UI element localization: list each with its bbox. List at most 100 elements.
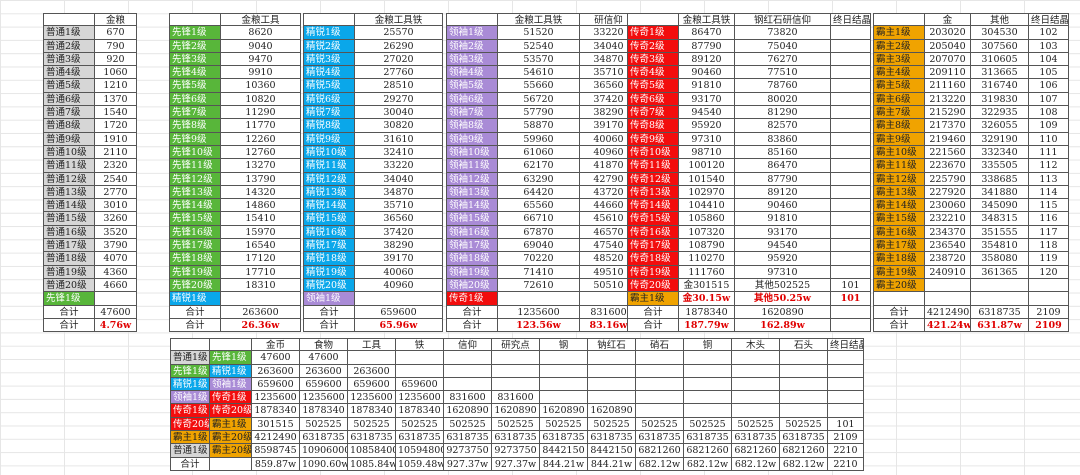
summary-header-cell[interactable]: 石头 <box>780 338 828 352</box>
value-cell[interactable]: 58870 <box>498 119 580 133</box>
header-cell[interactable] <box>446 13 498 27</box>
summary-value-cell[interactable]: 9273750 <box>492 444 540 458</box>
summary-value-cell[interactable] <box>780 391 828 405</box>
level-label-cell[interactable]: 领袖18级 <box>446 252 498 266</box>
summary-value-cell[interactable] <box>684 351 732 365</box>
total-cell[interactable]: 6318735 <box>971 305 1029 319</box>
summary-value-cell[interactable]: 10906000 <box>300 444 348 458</box>
level-label-cell[interactable]: 精锐8级 <box>303 119 355 133</box>
value-cell[interactable]: 332340 <box>971 145 1029 160</box>
level-label-cell[interactable]: 领袖17级 <box>446 239 498 253</box>
summary-total-cell[interactable]: 1090.60w <box>300 457 348 471</box>
value-cell[interactable]: 104 <box>1029 52 1069 67</box>
summary-value-cell[interactable] <box>780 404 828 418</box>
summary-value-cell[interactable] <box>444 377 492 392</box>
level-label-cell[interactable]: 领袖2级 <box>446 39 498 53</box>
header-cell[interactable] <box>873 13 925 27</box>
total-w-cell[interactable] <box>831 318 871 333</box>
summary-level-cell[interactable]: 霸主1级 <box>170 431 210 445</box>
value-cell[interactable]: 33220 <box>355 159 443 173</box>
value-cell[interactable]: 8620 <box>221 26 301 40</box>
value-cell[interactable]: 94540 <box>735 239 831 253</box>
value-cell[interactable]: 2320 <box>95 159 137 173</box>
level-label-cell[interactable]: 霸主10级 <box>873 145 925 160</box>
level-label-cell[interactable]: 先锋20级 <box>169 278 221 293</box>
header-cell[interactable] <box>627 13 679 27</box>
value-cell[interactable]: 78760 <box>735 79 831 93</box>
level-label-cell[interactable]: 领袖13级 <box>446 185 498 200</box>
summary-header-cell[interactable]: 铜 <box>684 338 732 352</box>
summary-total-cell[interactable]: 682.12w <box>780 457 828 471</box>
summary-level-cell[interactable]: 传奇1级 <box>170 404 210 418</box>
summary-value-cell[interactable]: 1235600 <box>300 391 348 405</box>
summary-header-cell[interactable]: 硝石 <box>636 338 684 352</box>
summary-level-cell[interactable]: 传奇1级 <box>210 391 252 405</box>
value-cell[interactable] <box>221 292 301 306</box>
value-cell[interactable] <box>831 39 871 53</box>
level-label-cell[interactable]: 霸主9级 <box>873 132 925 146</box>
summary-value-cell[interactable]: 502525 <box>636 417 684 432</box>
value-cell[interactable]: 98710 <box>679 145 735 160</box>
value-cell[interactable]: 3010 <box>95 199 137 213</box>
value-cell[interactable] <box>831 252 871 266</box>
summary-value-cell[interactable] <box>492 351 540 365</box>
summary-value-cell[interactable]: 8442150 <box>588 444 636 458</box>
value-cell[interactable]: 108790 <box>679 239 735 253</box>
value-cell[interactable]: 12260 <box>221 132 301 146</box>
level-label-cell[interactable]: 普通13级 <box>43 185 95 200</box>
summary-value-cell[interactable]: 263600 <box>300 364 348 378</box>
level-label-cell[interactable]: 领袖19级 <box>446 265 498 279</box>
value-cell[interactable]: 3260 <box>95 212 137 226</box>
level-label-cell[interactable]: 传奇10级 <box>627 145 679 160</box>
level-label-cell[interactable]: 霸主15级 <box>873 212 925 226</box>
value-cell[interactable]: 94540 <box>679 106 735 120</box>
summary-value-cell[interactable]: 659600 <box>252 377 300 392</box>
total-cell[interactable]: 合计 <box>627 305 679 319</box>
header-cell[interactable]: 金粮工具铁 <box>679 13 735 27</box>
summary-total-cell[interactable]: 844.21w <box>540 457 588 471</box>
level-label-cell[interactable]: 领袖3级 <box>446 52 498 67</box>
level-label-cell[interactable]: 普通12级 <box>43 172 95 186</box>
value-cell[interactable]: 240910 <box>925 265 971 279</box>
level-label-cell[interactable]: 普通15级 <box>43 212 95 226</box>
summary-level-cell[interactable]: 先锋1级 <box>170 364 210 378</box>
value-cell[interactable]: 10820 <box>221 92 301 107</box>
total-w-cell[interactable]: 421.24w <box>925 318 971 333</box>
level-label-cell[interactable]: 霸主14级 <box>873 199 925 213</box>
summary-value-cell[interactable]: 6318735 <box>396 431 444 445</box>
level-label-cell[interactable]: 领袖8级 <box>446 119 498 133</box>
level-label-cell[interactable]: 传奇18级 <box>627 252 679 266</box>
summary-value-cell[interactable] <box>588 377 636 392</box>
level-label-cell[interactable]: 精锐6级 <box>303 92 355 107</box>
value-cell[interactable]: 17120 <box>221 252 301 266</box>
value-cell[interactable] <box>971 278 1029 293</box>
summary-header-cell[interactable]: 钠红石 <box>588 338 636 352</box>
value-cell[interactable]: 9470 <box>221 52 301 67</box>
total-w-cell[interactable]: 631.87w <box>971 318 1029 333</box>
level-label-cell[interactable]: 传奇6级 <box>627 92 679 107</box>
summary-value-cell[interactable]: 831600 <box>444 391 492 405</box>
level-label-cell[interactable]: 普通1级 <box>43 26 95 40</box>
summary-value-cell[interactable] <box>492 377 540 392</box>
summary-value-cell[interactable] <box>396 351 444 365</box>
value-cell[interactable]: 307560 <box>971 39 1029 53</box>
summary-value-cell[interactable] <box>588 351 636 365</box>
summary-value-cell[interactable] <box>732 377 780 392</box>
level-label-cell[interactable]: 传奇5级 <box>627 79 679 93</box>
level-label-cell[interactable]: 领袖20级 <box>446 278 498 293</box>
summary-value-cell[interactable] <box>636 404 684 418</box>
value-cell[interactable]: 34040 <box>355 172 443 186</box>
value-cell[interactable]: 62170 <box>498 159 580 173</box>
summary-header-cell[interactable] <box>210 338 252 352</box>
level-label-cell[interactable]: 霸主17级 <box>873 239 925 253</box>
value-cell[interactable]: 108 <box>1029 106 1069 120</box>
summary-value-cell[interactable] <box>492 364 540 378</box>
value-cell[interactable] <box>831 199 871 213</box>
summary-total-cell[interactable]: 682.12w <box>732 457 780 471</box>
value-cell[interactable] <box>925 278 971 293</box>
value-cell[interactable]: 11770 <box>221 119 301 133</box>
summary-total-cell[interactable]: 682.12w <box>684 457 732 471</box>
summary-value-cell[interactable]: 502525 <box>684 417 732 432</box>
summary-value-cell[interactable]: 1235600 <box>252 391 300 405</box>
value-cell[interactable]: 223670 <box>925 159 971 173</box>
